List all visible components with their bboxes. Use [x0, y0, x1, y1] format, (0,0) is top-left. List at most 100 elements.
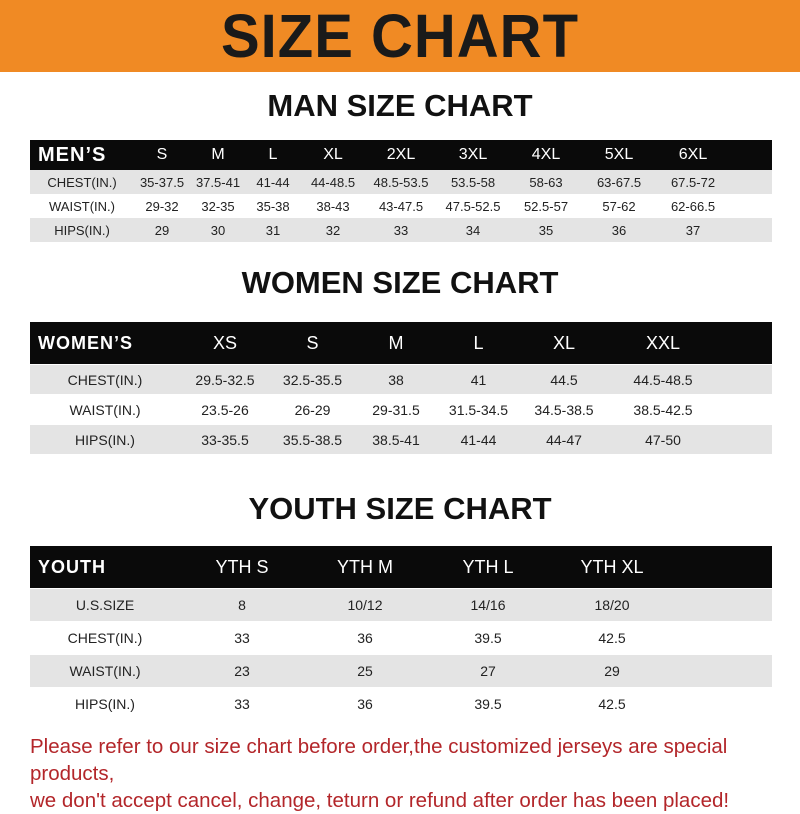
- table-cell: 38-43: [316, 198, 350, 214]
- table-cell: 18/20: [594, 597, 630, 613]
- table-cell: 29: [604, 663, 620, 679]
- table-cell: 4XL: [531, 146, 561, 163]
- table-cell: 3XL: [458, 146, 488, 163]
- table-cell: YTH L: [462, 556, 514, 577]
- table-cell: 62-66.5: [670, 198, 716, 214]
- table-cell: 23: [234, 663, 250, 679]
- table-cell: 31.5-34.5: [448, 401, 509, 418]
- table-cell: 29: [154, 222, 170, 238]
- table-cell: L: [268, 146, 278, 163]
- table-cell: 43-47.5: [378, 198, 424, 214]
- table-cell: 38.5-41: [372, 431, 420, 448]
- row-label: U.S.SIZE: [75, 597, 135, 613]
- table-cell: 53.5-58: [450, 174, 496, 190]
- table-cell: 58-63: [529, 174, 563, 190]
- page-title: SIZE CHART: [221, 1, 579, 71]
- table-cell: 8: [238, 597, 246, 613]
- table-cell: 33: [234, 696, 250, 712]
- table-cell: 35: [538, 222, 554, 238]
- table-cell: 34: [465, 222, 481, 238]
- table-cell: 5XL: [604, 146, 634, 163]
- table-cell: 67.5-72: [670, 174, 716, 190]
- table-cell: 57-62: [602, 198, 636, 214]
- table-cell: 29.5-32.5: [195, 371, 255, 388]
- row-label: HIPS(IN.): [75, 696, 135, 712]
- table-cell: 44.5-48.5: [633, 371, 693, 388]
- table-cell: M: [388, 332, 404, 353]
- table-cell: 44-48.5: [310, 174, 356, 190]
- table-cell: 35-37.5: [139, 174, 185, 190]
- table-cell: 14/16: [470, 597, 506, 613]
- table-row: U.S.SIZE 8 10/12 14/16 18/20: [30, 589, 772, 621]
- table-cell: YTH XL: [580, 556, 644, 577]
- women-section-title: WOMEN SIZE CHART: [241, 265, 559, 300]
- table-cell: L: [473, 332, 484, 353]
- table-cell: 32.5-35.5: [282, 371, 343, 388]
- table-cell: 44-47: [546, 431, 582, 448]
- table-cell: 34.5-38.5: [534, 401, 594, 418]
- table-cell: 26-29: [294, 401, 331, 418]
- table-cell: 32-35: [201, 198, 235, 214]
- table-cell: 42.5: [598, 696, 626, 712]
- table-cell: 52.5-57: [523, 198, 569, 214]
- order-notice-line-1: Please refer to our size chart before or…: [30, 735, 728, 785]
- order-notice-line-2: we don't accept cancel, change, teturn o…: [30, 789, 730, 812]
- order-notice: Please refer to our size chart before or…: [30, 733, 800, 814]
- table-cell: 25: [357, 663, 373, 679]
- table-cell: 33: [393, 222, 409, 238]
- table-cell: 42.5: [598, 630, 626, 646]
- table-row: CHEST(IN.) 29.5-32.5 32.5-35.5 38 41 44.5 44.5…: [30, 365, 772, 394]
- table-row: CHEST(IN.) 33 36 39.5 42.5: [30, 622, 772, 654]
- table-cell: 36: [357, 630, 373, 646]
- table-cell: 30: [210, 222, 226, 238]
- table-cell: 36: [611, 222, 627, 238]
- row-label: WAIST(IN.): [69, 401, 141, 418]
- table-cell: 41: [470, 371, 487, 388]
- table-cell: S: [306, 332, 319, 353]
- table-row: WAIST(IN.) 23 25 27 29: [30, 655, 772, 687]
- table-cell: YTH M: [337, 556, 393, 577]
- row-label: WOMEN’S: [38, 332, 133, 353]
- table-row: HIPS(IN.) 33 36 39.5 42.5: [30, 688, 772, 720]
- table-cell: 6XL: [678, 146, 708, 163]
- table-cell: 33: [234, 630, 250, 646]
- table-cell: 32: [325, 222, 341, 238]
- table-header-row: WOMEN’S XS S M L XL XXL: [30, 322, 772, 364]
- table-cell: 37.5-41: [195, 174, 241, 190]
- row-label: CHEST(IN.): [67, 630, 143, 646]
- table-cell: 38.5-42.5: [633, 401, 693, 418]
- row-label: MEN’S: [38, 143, 107, 166]
- table-cell: 27: [480, 663, 496, 679]
- table-cell: YTH S: [215, 556, 269, 577]
- table-cell: 36: [357, 696, 373, 712]
- table-cell: 63-67.5: [596, 174, 642, 190]
- table-cell: 29-32: [145, 198, 179, 214]
- table-row: WAIST(IN.) 29-32 32-35 35-38 38-43 43-47.5 47.…: [30, 194, 772, 218]
- table-cell: 23.5-26: [201, 401, 249, 418]
- youth-section-title: YOUTH SIZE CHART: [248, 491, 552, 526]
- table-cell: 47.5-52.5: [445, 198, 501, 214]
- table-cell: 48.5-53.5: [373, 174, 429, 190]
- table-row: HIPS(IN.) 33-35.5 35.5-38.5 38.5-41 41-44 44-…: [30, 425, 772, 454]
- table-cell: XXL: [645, 332, 681, 353]
- table-cell: 10/12: [347, 597, 383, 613]
- table-cell: 39.5: [474, 696, 502, 712]
- table-row: WAIST(IN.) 23.5-26 26-29 29-31.5 31.5-34.5 34…: [30, 395, 772, 424]
- table-cell: 31: [265, 222, 281, 238]
- table-header-row: MEN’S S M L XL 2XL 3XL 4XL 5XL 6XL: [30, 140, 772, 170]
- table-cell: 33-35.5: [201, 431, 249, 448]
- table-cell: XS: [212, 332, 237, 353]
- table-cell: 35.5-38.5: [282, 431, 343, 448]
- table-cell: 47-50: [645, 431, 681, 448]
- table-cell: 38: [388, 371, 404, 388]
- table-cell: 39.5: [474, 630, 502, 646]
- row-label: WAIST(IN.): [69, 663, 141, 679]
- table-cell: 41-44: [460, 431, 497, 448]
- row-label: HIPS(IN.): [75, 431, 135, 448]
- table-cell: 35-38: [256, 198, 290, 214]
- table-cell: 2XL: [386, 146, 416, 163]
- row-label: YOUTH: [38, 556, 106, 577]
- table-cell: 44.5: [550, 371, 578, 388]
- row-label: CHEST(IN.): [47, 174, 117, 190]
- row-label: WAIST(IN.): [49, 198, 115, 214]
